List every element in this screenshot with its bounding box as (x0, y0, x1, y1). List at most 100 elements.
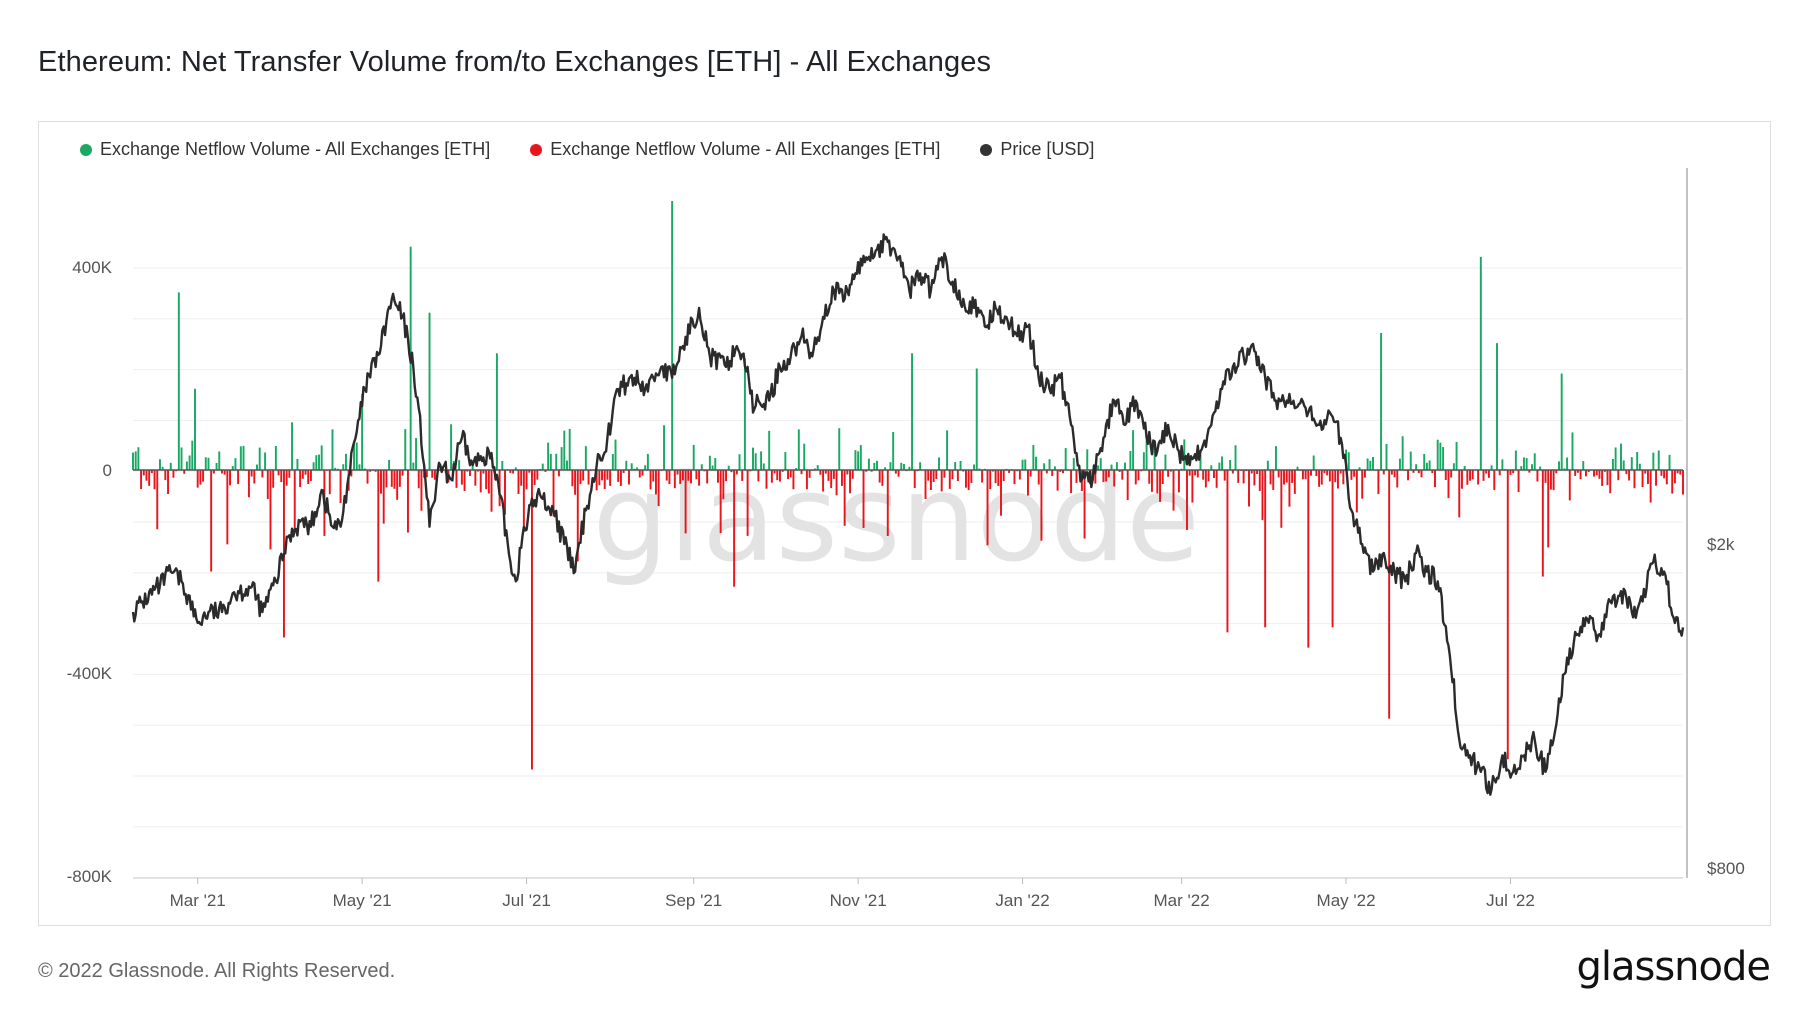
outflow-bar (142, 470, 145, 476)
outflow-bar (223, 470, 226, 475)
outflow-bar (1094, 470, 1097, 484)
outflow-bar (808, 470, 811, 478)
outflow-bar (377, 470, 380, 582)
inflow-bar (1415, 464, 1418, 470)
outflow-bar (1646, 470, 1649, 484)
outflow-bar (1679, 470, 1682, 475)
inflow-bar (859, 445, 862, 470)
inflow-bar (692, 444, 695, 470)
inflow-bar (1234, 445, 1237, 470)
inflow-bar (1218, 462, 1221, 470)
outflow-bar (787, 470, 790, 480)
inflow-bar (344, 453, 347, 470)
inflow-bar (318, 454, 320, 470)
outflow-bar (525, 470, 528, 490)
legend-item-inflow[interactable]: Exchange Netflow Volume - All Exchanges … (80, 139, 490, 160)
outflow-bar (1150, 470, 1153, 492)
inflow-bar (1401, 436, 1404, 470)
inflow-bar (1514, 450, 1517, 470)
outflow-bar (544, 470, 547, 472)
outflow-bar (1237, 470, 1240, 483)
inflow-bar (1668, 454, 1671, 470)
y-tick-label-left: -400K (67, 664, 113, 683)
inflow-bar (754, 453, 757, 470)
outflow-bar (757, 470, 760, 482)
outflow-bar (1649, 470, 1652, 503)
legend-item-price[interactable]: Price [USD] (980, 139, 1094, 160)
inflow-bar (1463, 465, 1466, 470)
outflow-bar (433, 470, 436, 480)
chart-frame (38, 121, 1771, 926)
inflow-bar (1164, 454, 1167, 470)
outflow-bar (1660, 470, 1663, 476)
legend-item-outflow[interactable]: Exchange Netflow Volume - All Exchanges … (530, 139, 940, 160)
inflow-bar (743, 358, 746, 470)
inflow-bar (946, 430, 949, 470)
outflow-bar (832, 470, 835, 479)
outflow-bar (1186, 470, 1188, 530)
outflow-bar (1603, 470, 1606, 472)
inflow-bar (630, 463, 633, 470)
outflow-bar (1574, 470, 1577, 476)
x-tick-label: Nov '21 (830, 891, 887, 910)
inflow-bar (161, 466, 164, 470)
inflow-bar (568, 428, 571, 470)
inflow-bar (1611, 459, 1614, 470)
inflow-bar (1423, 454, 1426, 470)
outflow-bar (199, 470, 202, 485)
outflow-bar (603, 470, 606, 489)
inflow-bar (404, 429, 407, 470)
inflow-bar (889, 462, 892, 470)
outflow-bar (956, 470, 959, 482)
glassnode-logo[interactable]: glassnode (1576, 944, 1771, 990)
inflow-bar (762, 463, 765, 470)
inflow-bar (1372, 456, 1374, 470)
outflow-bar (986, 470, 989, 546)
outflow-bar (1075, 470, 1078, 483)
outflow-bar (894, 470, 897, 474)
outflow-bar (1156, 470, 1159, 494)
inflow-bar (738, 454, 741, 470)
x-tick-label: May '22 (1317, 891, 1376, 910)
inflow-bar (1636, 451, 1639, 470)
outflow-bar (1167, 470, 1170, 477)
outflow-bar (156, 470, 159, 530)
x-tick-label: Jan '22 (995, 891, 1049, 910)
outflow-bar (582, 470, 585, 481)
outflow-bar (145, 470, 148, 481)
outflow-bar (741, 470, 744, 481)
outflow-bar (1231, 470, 1234, 474)
outflow-bar (1641, 470, 1644, 488)
outflow-bar (679, 470, 682, 485)
outflow-bar (374, 470, 377, 472)
outflow-bar (474, 470, 477, 486)
outflow-bar (1002, 470, 1005, 482)
outflow-bar (153, 470, 156, 490)
outflow-bar (307, 470, 310, 485)
outflow-bar (1458, 470, 1461, 518)
outflow-bar (288, 470, 291, 478)
outflow-bar (1644, 470, 1647, 474)
inflow-bar (1566, 457, 1569, 470)
inflow-bar (1409, 451, 1412, 470)
inflow-bar (1496, 343, 1498, 470)
outflow-bar (1485, 470, 1488, 474)
outflow-bar (517, 470, 520, 495)
inflow-bar (458, 460, 461, 470)
outflow-bar (512, 470, 515, 474)
outflow-bar (849, 470, 852, 494)
outflow-bar (609, 470, 612, 486)
y-tick-label-right: $2k (1707, 535, 1735, 554)
outflow-bar (1547, 470, 1550, 548)
outflow-bar (1339, 470, 1342, 474)
outflow-bar (924, 470, 927, 499)
outflow-bar (830, 470, 833, 489)
inflow-bar (315, 455, 318, 470)
outflow-bar (522, 470, 525, 526)
outflow-bar (706, 470, 709, 484)
outflow-bar (1682, 470, 1684, 495)
outflow-bar (509, 470, 512, 473)
outflow-bar (1051, 470, 1054, 476)
inflow-bar (611, 454, 614, 470)
inflow-bar (191, 440, 194, 470)
